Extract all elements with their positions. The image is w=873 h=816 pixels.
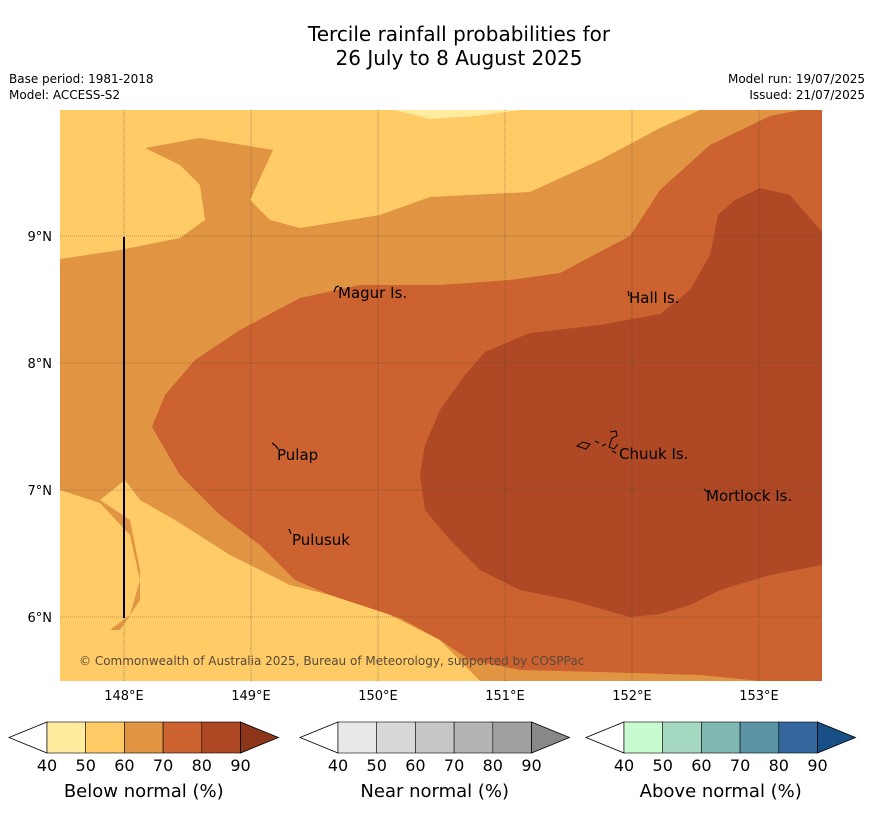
colorbar-above-under xyxy=(584,721,625,754)
lon-label-151e: 151°E xyxy=(485,689,525,704)
place-label-hall: Hall Is. xyxy=(629,289,680,307)
colorbar-near-segment xyxy=(337,721,378,754)
colorbar-tick-label: 80 xyxy=(482,756,503,775)
latitude-labels: 9°N 8°N 7°N 6°N xyxy=(28,230,53,626)
lat-label-6n: 6°N xyxy=(28,611,53,626)
colorbar-below-over xyxy=(240,721,280,754)
colorbar-below-segment xyxy=(201,721,241,754)
lon-label-149e: 149°E xyxy=(231,689,271,704)
issued-date: Issued: 21/07/2025 xyxy=(749,88,865,102)
zone-50-60-island xyxy=(60,490,160,681)
model-name: Model: ACCESS-S2 xyxy=(9,88,121,102)
colorbar-tick-label: 40 xyxy=(327,756,349,775)
colorbar-tick-label: 50 xyxy=(652,756,673,775)
colorbar-below-segment xyxy=(46,721,87,754)
colorbar-tick-label: 50 xyxy=(366,756,387,775)
colorbar-tick-label: 80 xyxy=(768,756,789,775)
colorbar-legends xyxy=(7,721,857,754)
probability-field xyxy=(60,110,822,681)
colorbar-above-segment xyxy=(739,721,780,754)
colorbar-near-segment xyxy=(376,721,416,754)
colorbar-tick-label: 70 xyxy=(152,756,174,775)
colorbar-above-segment xyxy=(701,721,741,754)
colorbar-tick-label: 90 xyxy=(807,756,828,775)
lon-label-148e: 148°E xyxy=(104,689,144,704)
zone-80-90 xyxy=(420,188,822,617)
title-line-2: 26 July to 8 August 2025 xyxy=(335,46,583,70)
colorbar-tick-label: 80 xyxy=(191,756,212,775)
colorbar-above-over xyxy=(817,721,857,754)
lon-label-153e: 153°E xyxy=(739,689,779,704)
colorbar-tick-label: 40 xyxy=(613,756,635,775)
pulap-island-shape xyxy=(271,442,279,450)
colorbar-above-segment xyxy=(623,721,664,754)
colorbar-near-over xyxy=(531,721,571,754)
place-label-chuuk: Chuuk Is. xyxy=(619,445,688,463)
colorbar-tick-label: 60 xyxy=(114,756,135,775)
lon-label-150e: 150°E xyxy=(358,689,398,704)
colorbar-above-segment xyxy=(662,721,702,754)
colorbar-near-segment xyxy=(415,721,455,754)
colorbar-title-near: Near normal (%) xyxy=(360,781,510,802)
place-label-magur: Magur Is. xyxy=(338,284,407,302)
lon-label-152e: 152°E xyxy=(612,689,652,704)
meta-left: Base period: 1981-2018 Model: ACCESS-S2 xyxy=(9,71,154,103)
colorbar-near-segment xyxy=(492,721,532,754)
colorbar-tick-label: 90 xyxy=(521,756,542,775)
longitude-labels: 148°E 149°E 150°E 151°E 152°E 153°E xyxy=(104,689,779,704)
colorbar-below-under xyxy=(7,721,48,754)
colorbar-tick-label: 70 xyxy=(443,756,465,775)
colorbar-tick-label: 50 xyxy=(75,756,96,775)
colorbar-below-segment xyxy=(162,721,203,754)
colorbar-above xyxy=(584,721,857,754)
lat-label-7n: 7°N xyxy=(28,484,53,499)
hall-island-shape xyxy=(627,290,630,297)
colorbar-near-segment xyxy=(453,721,494,754)
copyright-notice: © Commonwealth of Australia 2025, Bureau… xyxy=(79,654,584,668)
colorbar-below-segment xyxy=(124,721,164,754)
place-labels: Magur Is. Hall Is. Pulap Chuuk Is. Mortl… xyxy=(277,284,792,549)
lat-label-9n: 9°N xyxy=(28,230,53,245)
place-label-pulap: Pulap xyxy=(277,446,318,464)
colorbar-title-below: Below normal (%) xyxy=(63,781,224,802)
base-period: Base period: 1981-2018 xyxy=(9,72,154,86)
colorbar-tick-label: 70 xyxy=(729,756,751,775)
title-line-1: Tercile rainfall probabilities for xyxy=(307,22,611,46)
place-label-mortlock: Mortlock Is. xyxy=(706,487,792,505)
colorbar-tick-label: 90 xyxy=(230,756,251,775)
colorbar-below xyxy=(7,721,280,754)
map-title: Tercile rainfall probabilities for 26 Ju… xyxy=(0,22,873,70)
meta-right: Model run: 19/07/2025 Issued: 21/07/2025 xyxy=(728,71,865,103)
chuuk-lagoon-shape xyxy=(575,430,619,454)
colorbar-tick-label: 60 xyxy=(405,756,426,775)
magur-island-shape xyxy=(333,285,340,293)
island-shapes xyxy=(271,285,708,535)
model-run: Model run: 19/07/2025 xyxy=(727,72,865,86)
colorbar-below-segment xyxy=(85,721,125,754)
lat-label-8n: 8°N xyxy=(28,357,53,372)
colorbar-tick-label: 40 xyxy=(36,756,58,775)
colorbar-title-above: Above normal (%) xyxy=(639,781,802,802)
colorbar-tick-label: 60 xyxy=(691,756,712,775)
mortlock-island-shape xyxy=(703,488,708,493)
zone-40-50 xyxy=(395,110,520,119)
pulusuk-island-shape xyxy=(288,528,292,535)
colorbar-above-segment xyxy=(778,721,818,754)
place-label-pulusuk: Pulusuk xyxy=(292,531,350,549)
colorbar-near-under xyxy=(298,721,339,754)
colorbar-near xyxy=(298,721,571,754)
graticule xyxy=(60,110,822,681)
